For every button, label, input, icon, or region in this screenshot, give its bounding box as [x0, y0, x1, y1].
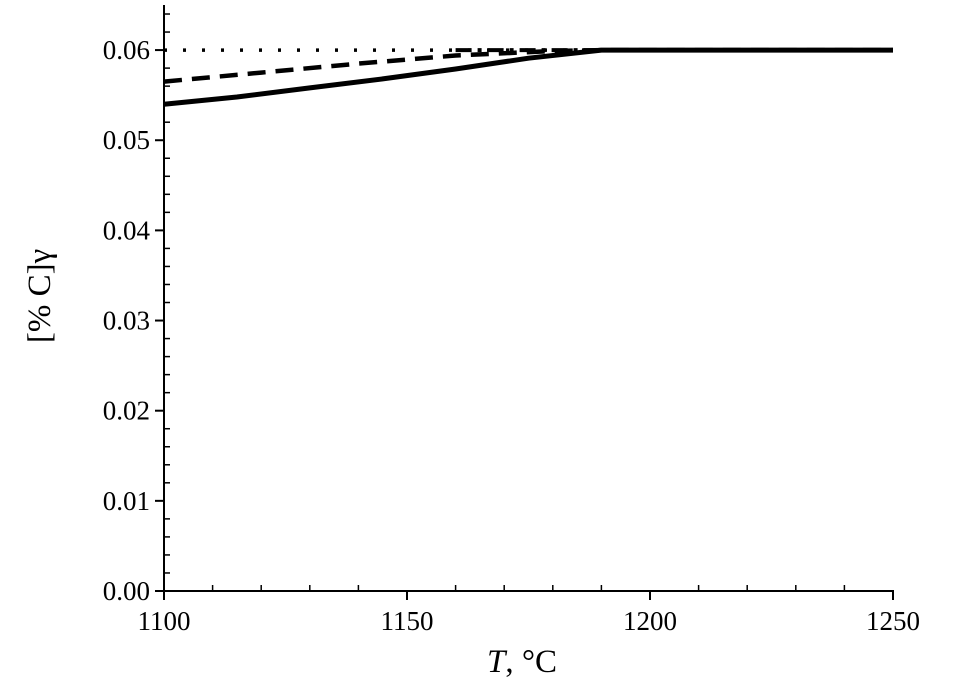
plot-lines [163, 47, 893, 107]
x-axis-unit: , °C [505, 644, 557, 680]
y-axis-title: [% C]γ [22, 249, 58, 343]
y-tick-label: 0.04 [103, 215, 151, 245]
tick-labels: 0.00 0.01 0.02 0.03 0.04 0.05 0.06 1100 1150 1200… [103, 35, 920, 636]
x-tick-label: 1100 [138, 606, 191, 636]
y-tick-label: 0.02 [103, 396, 150, 426]
y-tick-label: 0.03 [103, 306, 150, 336]
y-tick-label: 0.05 [103, 125, 150, 155]
x-tick-label: 1150 [381, 606, 434, 636]
x-tick-label: 1200 [623, 606, 677, 636]
x-axis-variable: T [487, 644, 508, 680]
y-tick-label: 0.01 [103, 486, 150, 516]
series-line-solid [163, 47, 893, 107]
y-tick-label: 0.06 [103, 35, 150, 65]
x-tick-label: 1250 [866, 606, 920, 636]
axes [155, 5, 894, 600]
series-line-dashed [163, 47, 893, 84]
y-tick-label: 0.00 [103, 576, 150, 606]
x-axis-title: T, °C [487, 644, 557, 680]
